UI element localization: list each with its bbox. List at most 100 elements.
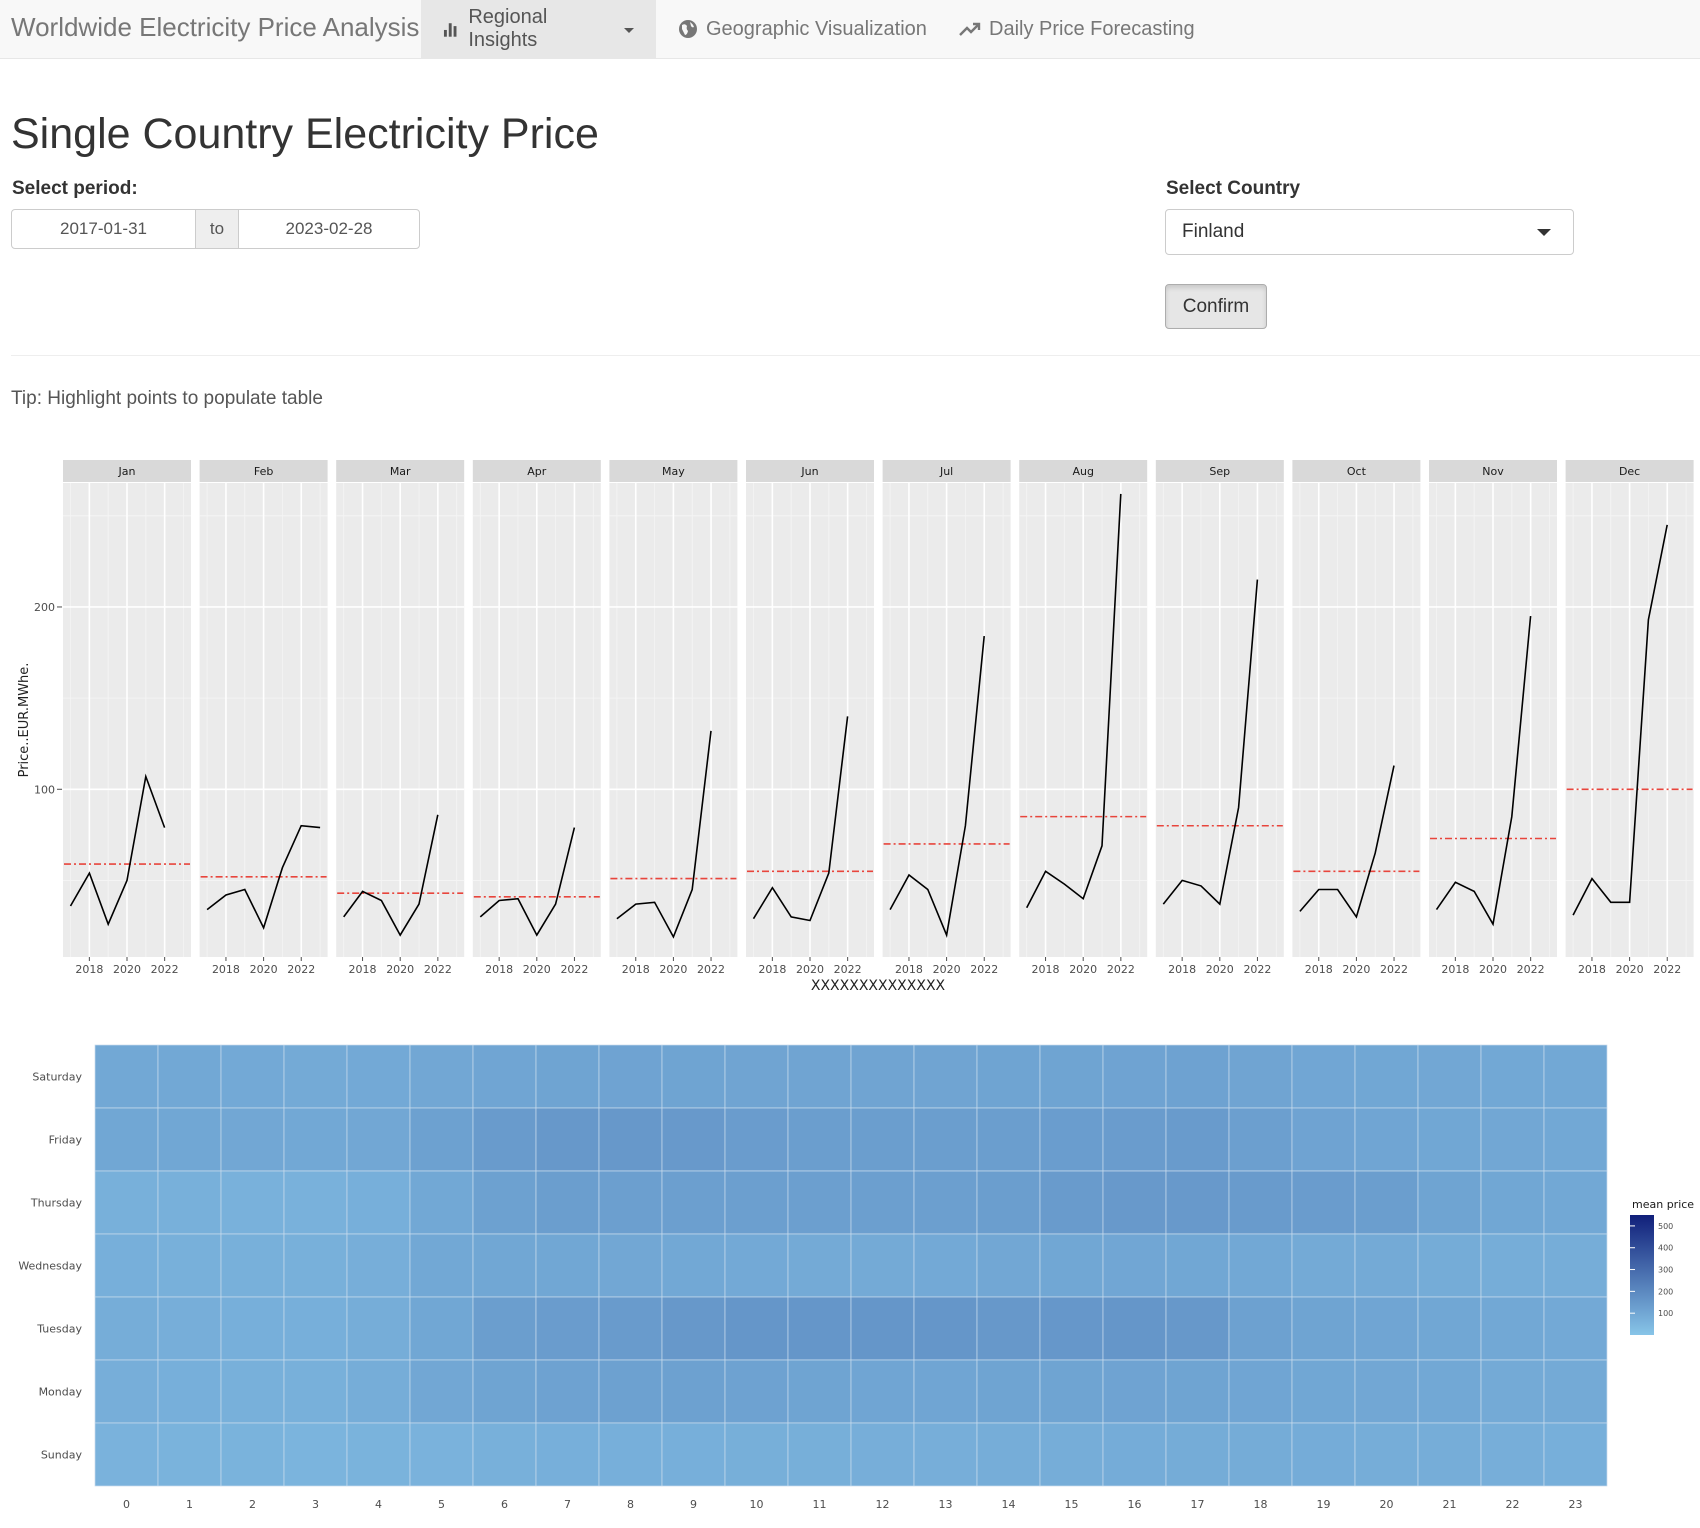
heatmap-cell — [94, 1107, 159, 1172]
heatmap-cell — [913, 1170, 978, 1235]
heatmap-cell — [850, 1044, 915, 1109]
weekday-label: Sunday — [41, 1449, 83, 1462]
app-brand[interactable]: Worldwide Electricity Price Analysis — [11, 12, 420, 42]
heatmap-cell — [346, 1170, 411, 1235]
heatmap-cell — [1291, 1422, 1356, 1487]
heatmap-cell — [913, 1107, 978, 1172]
heatmap-cell — [283, 1233, 348, 1298]
hour-label: 10 — [750, 1498, 764, 1510]
heatmap-cell — [1102, 1359, 1167, 1424]
confirm-button[interactable]: Confirm — [1165, 284, 1267, 329]
heatmap-cell — [94, 1359, 159, 1424]
price-series-line — [1162, 579, 1259, 906]
heatmap-cell — [157, 1044, 222, 1109]
facet-strip — [746, 460, 874, 482]
heatmap-cell — [157, 1359, 222, 1424]
country-select[interactable]: Finland — [1165, 209, 1574, 255]
heatmap-cell — [220, 1422, 285, 1487]
heatmap-cell — [976, 1359, 1041, 1424]
heatmap-cell — [976, 1233, 1041, 1298]
heatmap-cell — [661, 1044, 726, 1109]
heatmap-cell — [724, 1359, 789, 1424]
hour-label: 12 — [876, 1498, 890, 1510]
facet-label: Apr — [527, 465, 547, 478]
heatmap-cell — [1480, 1359, 1545, 1424]
heatmap-cell — [1354, 1233, 1419, 1298]
y-tick-label: 100 — [34, 783, 55, 796]
heatmap-cell — [1291, 1233, 1356, 1298]
heatmap-cell — [1228, 1044, 1293, 1109]
facet-label: Sep — [1209, 465, 1230, 478]
x-axis-label: XXXXXXXXXXXXXX — [811, 978, 946, 994]
x-tick-label: 2022 — [970, 963, 998, 976]
heatmap-cell — [850, 1359, 915, 1424]
page-title: Single Country Electricity Price — [11, 110, 599, 158]
facet-label: Jan — [118, 465, 136, 478]
legend-tick-label: 400 — [1658, 1244, 1673, 1253]
price-series-line — [1572, 524, 1668, 916]
heatmap-cell — [598, 1422, 663, 1487]
heatmap-cell — [787, 1422, 852, 1487]
heatmap-cell — [787, 1296, 852, 1361]
heatmap-cell — [1543, 1107, 1608, 1172]
hour-label: 0 — [123, 1498, 130, 1510]
heatmap-cell — [472, 1359, 537, 1424]
heatmap-cell — [1417, 1170, 1482, 1235]
heatmap-cell — [1417, 1107, 1482, 1172]
heatmap-cell — [1354, 1359, 1419, 1424]
x-tick-label: 2020 — [1479, 963, 1507, 976]
heatmap-cell — [472, 1296, 537, 1361]
facet-label: Jul — [939, 465, 953, 478]
hour-label: 6 — [501, 1498, 508, 1510]
x-tick-label: 2020 — [113, 963, 141, 976]
heatmap-cell — [94, 1044, 159, 1109]
heatmap-cell — [283, 1422, 348, 1487]
price-series-line — [616, 730, 712, 939]
heatmap-cell — [1291, 1170, 1356, 1235]
heatmap-cell — [157, 1422, 222, 1487]
heatmap-cell — [1039, 1422, 1104, 1487]
x-tick-label: 2020 — [1206, 963, 1234, 976]
monthly-price-facet-chart[interactable]: Price..EUR.MWhe. XXXXXXXXXXXXXX 100 200 Jan 2… — [0, 440, 1700, 1030]
heatmap-cell — [220, 1044, 285, 1109]
heatmap-cell — [1228, 1170, 1293, 1235]
heatmap-cell — [94, 1296, 159, 1361]
heatmap-cell — [850, 1170, 915, 1235]
heatmap-cell — [976, 1107, 1041, 1172]
x-tick-label: 2020 — [1616, 963, 1644, 976]
price-series-line — [69, 773, 166, 927]
period-label: Select period: — [12, 178, 138, 199]
heatmap-cell — [472, 1233, 537, 1298]
heatmap-cell — [157, 1107, 222, 1172]
hour-label: 19 — [1317, 1498, 1331, 1510]
heatmap-cell — [409, 1296, 474, 1361]
heatmap-cell — [1354, 1170, 1419, 1235]
chevron-down-icon — [624, 27, 634, 33]
heatmap-cell — [346, 1107, 411, 1172]
heatmap-cell — [1102, 1107, 1167, 1172]
heatmap-cell — [535, 1044, 600, 1109]
facet-strip — [1019, 460, 1148, 482]
x-tick-label: 2018 — [1305, 963, 1333, 976]
tab-geographic-visualization[interactable]: Geographic Visualization — [656, 0, 949, 58]
tab-regional-insights[interactable]: Regional Insights — [421, 0, 656, 58]
x-tick-label: 2018 — [212, 963, 240, 976]
end-date-input[interactable]: 2023-02-28 — [238, 209, 420, 249]
x-tick-label: 2022 — [560, 963, 588, 976]
country-select-value: Finland — [1182, 221, 1245, 242]
tab-daily-price-forecasting[interactable]: Daily Price Forecasting — [937, 0, 1217, 58]
heatmap-cell — [94, 1170, 159, 1235]
heatmap-cell — [724, 1233, 789, 1298]
heatmap-cell — [220, 1296, 285, 1361]
facet-strip — [1565, 460, 1694, 482]
x-tick-label: 2022 — [287, 963, 315, 976]
heatmap-cell — [1102, 1044, 1167, 1109]
hour-label: 5 — [438, 1498, 445, 1510]
start-date-input[interactable]: 2017-01-31 — [11, 209, 196, 249]
heatmap-cell — [1543, 1233, 1608, 1298]
heatmap-cell — [913, 1044, 978, 1109]
heatmap-cell — [535, 1233, 600, 1298]
weekday-hour-heatmap[interactable]: Saturday Friday Thursday Wednesday Tuesday Mo… — [0, 1030, 1700, 1510]
heatmap-cell — [598, 1233, 663, 1298]
heatmap-cell — [1354, 1107, 1419, 1172]
